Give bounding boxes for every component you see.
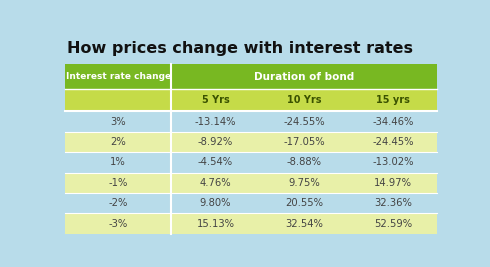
Text: 4.76%: 4.76% <box>199 178 231 188</box>
Text: 3%: 3% <box>110 117 126 127</box>
Bar <box>65 89 171 112</box>
Bar <box>65 132 171 152</box>
Text: 10 Yrs: 10 Yrs <box>287 96 321 105</box>
Bar <box>65 213 171 234</box>
Text: 9.75%: 9.75% <box>288 178 320 188</box>
Text: 32.54%: 32.54% <box>285 219 323 229</box>
Text: Interest rate change: Interest rate change <box>66 72 171 81</box>
Bar <box>171 152 260 173</box>
Text: -8.92%: -8.92% <box>198 137 233 147</box>
Bar <box>348 112 437 132</box>
Bar <box>171 89 260 112</box>
Bar <box>171 193 260 213</box>
Bar <box>260 213 348 234</box>
Bar <box>260 132 348 152</box>
Text: 32.36%: 32.36% <box>374 198 412 208</box>
Bar <box>171 173 260 193</box>
Bar <box>348 173 437 193</box>
Bar <box>260 193 348 213</box>
Text: -2%: -2% <box>108 198 128 208</box>
Bar <box>171 213 260 234</box>
Text: 9.80%: 9.80% <box>200 198 231 208</box>
Bar <box>65 173 171 193</box>
Text: 1%: 1% <box>110 158 126 167</box>
Text: How prices change with interest rates: How prices change with interest rates <box>68 41 414 56</box>
Text: 2%: 2% <box>110 137 126 147</box>
Text: -3%: -3% <box>108 219 128 229</box>
Text: 15 yrs: 15 yrs <box>376 96 410 105</box>
Text: -17.05%: -17.05% <box>283 137 325 147</box>
Text: -34.46%: -34.46% <box>372 117 414 127</box>
Text: -24.55%: -24.55% <box>283 117 325 127</box>
Bar <box>348 152 437 173</box>
Bar <box>65 112 171 132</box>
Bar <box>171 64 437 89</box>
Text: Duration of bond: Duration of bond <box>254 72 354 82</box>
Text: -8.88%: -8.88% <box>287 158 321 167</box>
Bar <box>260 173 348 193</box>
Bar <box>348 132 437 152</box>
Bar <box>65 193 171 213</box>
Text: -13.02%: -13.02% <box>372 158 414 167</box>
Text: -4.54%: -4.54% <box>198 158 233 167</box>
Bar <box>348 213 437 234</box>
Text: 15.13%: 15.13% <box>196 219 235 229</box>
Bar <box>65 64 171 89</box>
Bar <box>65 152 171 173</box>
Text: -1%: -1% <box>108 178 128 188</box>
Bar <box>348 193 437 213</box>
Text: 14.97%: 14.97% <box>374 178 412 188</box>
Text: 20.55%: 20.55% <box>285 198 323 208</box>
Text: 52.59%: 52.59% <box>374 219 412 229</box>
Bar <box>260 112 348 132</box>
Text: -13.14%: -13.14% <box>195 117 236 127</box>
Bar <box>348 89 437 112</box>
Bar <box>171 112 260 132</box>
Bar <box>260 89 348 112</box>
Text: 5 Yrs: 5 Yrs <box>201 96 229 105</box>
Text: -24.45%: -24.45% <box>372 137 414 147</box>
Bar <box>171 132 260 152</box>
Bar <box>260 152 348 173</box>
